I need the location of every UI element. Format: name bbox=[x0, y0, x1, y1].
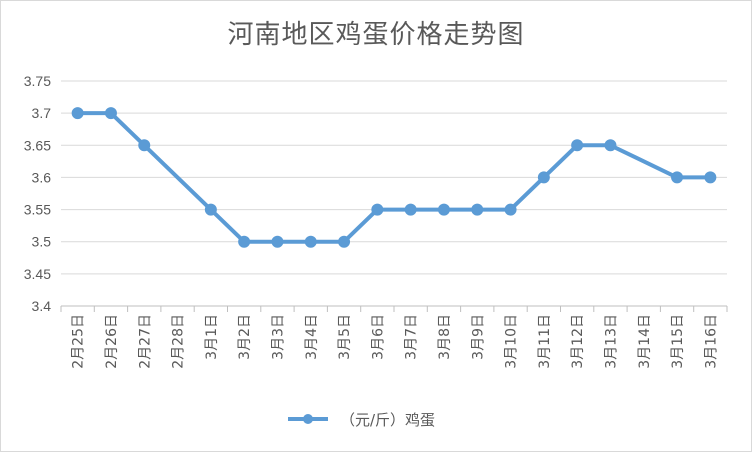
data-point bbox=[437, 203, 450, 216]
x-tick-label: 3月12日 bbox=[570, 314, 586, 369]
x-tick-label: 3月7日 bbox=[404, 314, 420, 360]
gridlines bbox=[61, 80, 727, 307]
y-tick-label: 3.75 bbox=[24, 73, 51, 89]
x-tick-label: 3月3日 bbox=[270, 314, 286, 360]
chart-title: 河南地区鸡蛋价格走势图 bbox=[227, 20, 525, 50]
data-point bbox=[271, 235, 284, 248]
data-point bbox=[304, 235, 317, 248]
x-tick-label: 3月14日 bbox=[637, 314, 653, 369]
data-point bbox=[371, 203, 384, 216]
data-point bbox=[204, 203, 217, 216]
y-tick-label: 3.7 bbox=[32, 105, 52, 121]
x-tick-label: 3月11日 bbox=[537, 314, 553, 369]
y-tick-label: 3.6 bbox=[32, 169, 52, 185]
y-tick-label: 3.65 bbox=[24, 137, 51, 153]
x-tick-label: 2月27日 bbox=[137, 314, 153, 369]
y-tick-label: 3.55 bbox=[24, 202, 51, 218]
x-tick-label: 3月10日 bbox=[504, 314, 520, 369]
x-tick-label: 3月13日 bbox=[603, 314, 619, 369]
x-tick-label: 2月28日 bbox=[171, 314, 187, 369]
x-tick-label: 3月9日 bbox=[470, 314, 486, 360]
data-point bbox=[671, 171, 684, 184]
data-point bbox=[537, 171, 550, 184]
data-point bbox=[338, 235, 351, 248]
data-point bbox=[138, 139, 151, 152]
data-point bbox=[471, 203, 484, 216]
x-tick-label: 3月5日 bbox=[337, 314, 353, 360]
data-point bbox=[604, 139, 617, 152]
data-point bbox=[504, 203, 517, 216]
legend: （元/斤）鸡蛋 bbox=[288, 411, 435, 429]
legend-marker bbox=[303, 414, 313, 424]
x-tick-label: 3月15日 bbox=[670, 314, 686, 369]
data-point bbox=[238, 235, 251, 248]
data-point bbox=[104, 107, 117, 120]
y-tick-label: 3.45 bbox=[24, 266, 51, 282]
legend-series-label: （元/斤）鸡蛋 bbox=[340, 411, 435, 429]
x-tick-label: 3月2日 bbox=[237, 314, 253, 360]
x-tick-label: 2月26日 bbox=[104, 314, 120, 369]
data-point bbox=[404, 203, 417, 216]
y-tick-label: 3.4 bbox=[32, 298, 52, 314]
y-axis-ticks: 3.4 3.45 3.5 3.55 3.6 3.65 3.7 3.75 bbox=[24, 73, 51, 314]
data-point bbox=[71, 107, 84, 120]
x-tick-label: 3月4日 bbox=[304, 314, 320, 360]
data-point bbox=[704, 171, 717, 184]
x-tick-label: 3月6日 bbox=[370, 314, 386, 360]
series-layer bbox=[71, 107, 717, 248]
data-point bbox=[571, 139, 584, 152]
x-tick-label: 2月25日 bbox=[71, 314, 87, 369]
x-tick-label: 3月8日 bbox=[437, 314, 453, 360]
x-axis: 2月25日 2月26日 2月27日 2月28日 3月1日 3月2日 3月3日 3月4日 3月5日… bbox=[60, 305, 728, 369]
x-tick-label: 3月1日 bbox=[204, 314, 220, 360]
x-tick-label: 3月16日 bbox=[703, 314, 719, 369]
y-tick-label: 3.5 bbox=[32, 234, 52, 250]
